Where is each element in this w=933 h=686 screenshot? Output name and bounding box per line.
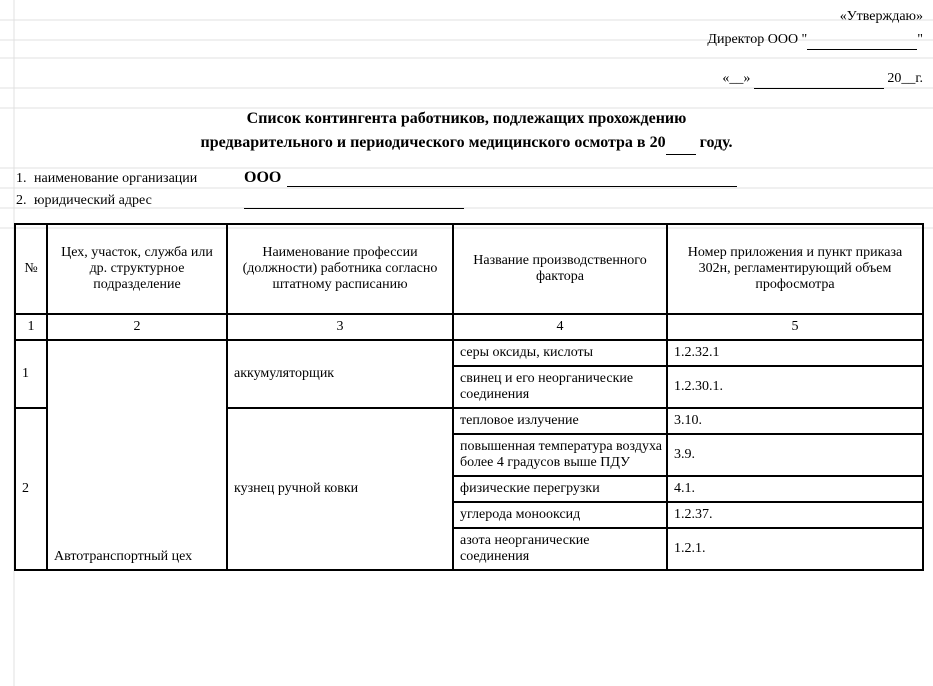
row2-factor4: углерода монооксид xyxy=(453,502,667,528)
title-line2: предварительного и периодического медици… xyxy=(40,131,893,155)
row2-factor2: повышенная температура воздуха более 4 г… xyxy=(453,434,667,476)
row1-order2: 1.2.30.1. xyxy=(667,366,923,408)
table-row: 1 Автотранспортный цех аккумуляторщик се… xyxy=(15,340,923,366)
row2-prof: кузнец ручной ковки xyxy=(227,408,453,570)
org-address-row: 2. юридический адрес xyxy=(16,191,933,209)
org-address-line xyxy=(244,191,464,209)
header-dept: Цех, участок, служба или др. структурное… xyxy=(47,224,227,314)
row1-num: 1 xyxy=(15,340,47,408)
director-suffix: " xyxy=(917,32,923,47)
org-num-1: 1. xyxy=(16,171,34,187)
colnum-row: 1 2 3 4 5 xyxy=(15,314,923,340)
colnum-3: 3 xyxy=(227,314,453,340)
approval-date: «__» 20__г. xyxy=(0,68,923,89)
org-address-label: юридический адрес xyxy=(34,193,244,209)
row1-prof: аккумуляторщик xyxy=(227,340,453,408)
row2-order5: 1.2.1. xyxy=(667,528,923,570)
contingent-table: № Цех, участок, служба или др. структурн… xyxy=(14,223,924,571)
org-info: 1. наименование организации ООО 2. юриди… xyxy=(16,169,933,209)
director-prefix: Директор ООО " xyxy=(707,32,807,47)
row2-order4: 1.2.37. xyxy=(667,502,923,528)
row2-factor1: тепловое излучение xyxy=(453,408,667,434)
header-order: Номер приложения и пункт приказа 302н, р… xyxy=(667,224,923,314)
director-line: Директор ООО " " xyxy=(0,29,923,50)
approval-stamp: «Утверждаю» xyxy=(0,6,923,27)
row2-num: 2 xyxy=(15,408,47,570)
row2-order1: 3.10. xyxy=(667,408,923,434)
colnum-1: 1 xyxy=(15,314,47,340)
row1-factor2: свинец и его неорганические соединения xyxy=(453,366,667,408)
date-year: 20__ xyxy=(887,71,915,86)
dept-cell: Автотранспортный цех xyxy=(47,340,227,570)
row2-order2: 3.9. xyxy=(667,434,923,476)
row1-factor1: серы оксиды, кислоты xyxy=(453,340,667,366)
org-name-row: 1. наименование организации ООО xyxy=(16,169,933,187)
row1-order1: 1.2.32.1 xyxy=(667,340,923,366)
colnum-5: 5 xyxy=(667,314,923,340)
org-name-label: наименование организации xyxy=(34,171,244,187)
date-month-line xyxy=(754,88,884,89)
director-name-line xyxy=(807,49,917,50)
document-title: Список контингента работников, подлежащи… xyxy=(40,107,893,155)
colnum-4: 4 xyxy=(453,314,667,340)
org-num-2: 2. xyxy=(16,193,34,209)
header-factor: Название производственного фактора xyxy=(453,224,667,314)
date-year-suffix: г. xyxy=(915,71,923,86)
row2-order3: 4.1. xyxy=(667,476,923,502)
title-year-line xyxy=(666,154,696,155)
title-line1: Список контингента работников, подлежащи… xyxy=(40,107,893,131)
approval-block: «Утверждаю» Директор ООО " " «__» 20__г. xyxy=(0,0,933,89)
header-num: № xyxy=(15,224,47,314)
date-day: «__» xyxy=(722,71,750,86)
row2-factor3: физические перегрузки xyxy=(453,476,667,502)
header-prof: Наименование профессии (должности) работ… xyxy=(227,224,453,314)
org-prefix: ООО xyxy=(244,169,281,187)
header-row: № Цех, участок, служба или др. структурн… xyxy=(15,224,923,314)
org-name-line xyxy=(287,169,737,187)
row2-factor5: азота неорганические соединения xyxy=(453,528,667,570)
colnum-2: 2 xyxy=(47,314,227,340)
